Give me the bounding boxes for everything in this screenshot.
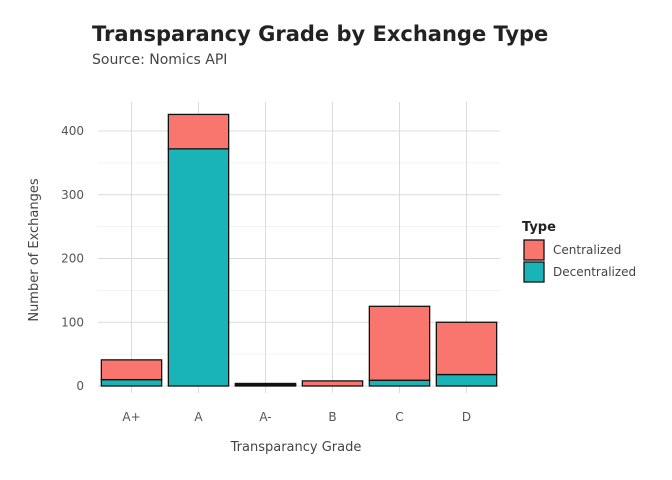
bar-decentralized-A+ [100,378,163,387]
y-tick-label: 0 [76,379,84,393]
y-axis-label: Number of Exchanges [27,178,42,322]
legend-swatch-centralized [523,239,545,261]
chart-subtitle: Source: Nomics API [92,52,228,68]
y-tick-label: 200 [61,252,84,266]
x-tick-label: A- [259,410,271,424]
legend-label-decentralized: Decentralized [553,265,636,279]
bar-decentralized-C [368,379,431,387]
grid-lines [98,102,500,393]
bar-centralized-C [368,305,431,381]
legend-label-centralized: Centralized [553,243,621,257]
legend-swatch-decentralized [523,261,545,283]
y-axis-ticks: 0 100 200 300 400 [61,124,84,393]
bar-centralized-A- [234,382,297,386]
x-tick-label: A+ [122,410,140,424]
y-tick-label: 300 [61,188,84,202]
y-tick-label: 100 [61,315,84,329]
x-axis-ticks: A+ A A- B C D [122,410,471,424]
bar-centralized-B [301,380,364,387]
bar-centralized-A [167,113,230,150]
chart-title: Transparancy Grade by Exchange Type [92,22,549,46]
y-tick-label: 400 [61,124,84,138]
bar-decentralized-D [435,373,498,387]
bar-centralized-D [435,321,498,376]
x-tick-label: A [194,410,203,424]
x-tick-label: C [395,410,403,424]
x-tick-label: D [462,410,471,424]
x-axis-label: Transparancy Grade [230,440,362,455]
bar-decentralized-A [167,148,230,387]
legend: Type Centralized Decentralized [522,220,636,283]
bars [100,113,498,387]
legend-title: Type [522,220,556,235]
x-tick-label: B [328,410,336,424]
bar-centralized-A+ [100,359,163,381]
